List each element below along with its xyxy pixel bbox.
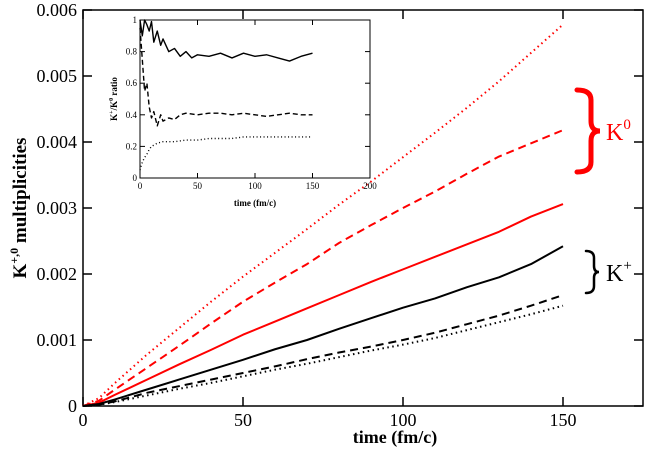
inset-y-tick-label: 0.2 (126, 141, 137, 151)
inset-x-tick-label: 100 (248, 181, 262, 191)
main-x-tick-label: 0 (79, 410, 88, 430)
main-lines (82, 23, 564, 407)
main-series-line-k0-dashed (82, 129, 564, 407)
inset-series-line-solid (139, 19, 313, 62)
inset-y-axis-title: K+/K0 ratio (109, 77, 119, 121)
inset-x-axis-title: time (fm/c) (234, 198, 276, 208)
main-y-tick-label: 0.005 (37, 66, 78, 86)
main-y-tick-label: 0.004 (37, 132, 78, 152)
inset-series-line-dotted (139, 136, 313, 171)
main-y-tick-label: 0.002 (37, 264, 78, 284)
legend-group-kplus: K+ (584, 249, 632, 295)
y-axis-title: K+,0 multiplicities (7, 138, 31, 279)
main-y-tick-label: 0.006 (37, 0, 78, 20)
legend-group-k0: K0 (574, 87, 631, 175)
inset-y-tick-label: 0 (133, 173, 138, 183)
y-axis-title-rest: multiplicities (10, 138, 31, 248)
inset-y-tick-label: 0.8 (126, 47, 138, 57)
main-series-line-kplus-dotted (82, 304, 564, 407)
inset-y-tick-label: 1 (133, 15, 138, 25)
y-axis-title-sup: +,0 (7, 248, 21, 264)
legend-brace-k0 (574, 87, 601, 175)
inset-ticks: 0 50 100 150 200 0 0.2 0.4 0.6 0.8 1 (126, 15, 378, 191)
inset-background (140, 20, 370, 178)
main-series-line-kplus-solid (82, 245, 564, 407)
main-series-line-k0-dotted (82, 23, 564, 407)
inset-lines (139, 19, 313, 171)
main-y-tick-label: 0.003 (37, 198, 78, 218)
main-y-tick-label: 0.001 (37, 330, 78, 350)
inset-x-tick-label: 0 (138, 181, 143, 191)
main-y-tick-label: 0 (68, 396, 77, 416)
main-x-tick-label: 150 (550, 410, 577, 430)
main-x-tick-label: 100 (390, 410, 417, 430)
inset-x-tick-label: 200 (363, 181, 377, 191)
legend-brace-kplus (584, 249, 600, 295)
inset-y-tick-label: 0.6 (126, 78, 138, 88)
inset-x-tick-label: 50 (193, 181, 203, 191)
legend-label-kplus: K+ (606, 258, 632, 287)
main-chart: 0 50 100 15000.0010.0020.0030.0040.0050.006… (7, 0, 644, 448)
inset-y-tick-label: 0.4 (126, 110, 138, 120)
main-series-line-k0-solid (82, 203, 564, 407)
inset-chart: 0 50 100 150 200 0 0.2 0.4 0.6 0.8 1 time (fm/c) K… (109, 15, 377, 208)
x-axis-title: time (fm/c) (353, 427, 437, 448)
y-axis-title-base: K (10, 263, 31, 278)
main-series-line-kplus-dashed (82, 294, 564, 407)
main-x-tick-label: 50 (234, 410, 252, 430)
legend-label-k0: K0 (606, 117, 631, 146)
inset-x-tick-label: 150 (306, 181, 320, 191)
